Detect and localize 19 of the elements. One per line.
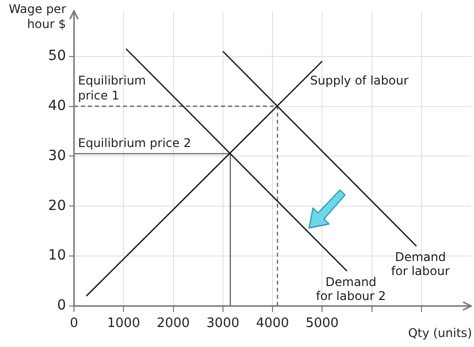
y-tick-label: 50 xyxy=(48,48,66,64)
y-tick-label: 30 xyxy=(48,148,66,164)
series-label: Demand for labour xyxy=(391,250,450,278)
y-tick-label: 0 xyxy=(57,298,66,314)
y-tick-label: 20 xyxy=(48,198,66,214)
x-tick-label: 2000 xyxy=(156,316,190,332)
y-axis-title: Wage per hour $ xyxy=(8,2,66,32)
x-tick-label: 4000 xyxy=(256,316,290,332)
x-tick-label: 0 xyxy=(70,316,78,332)
x-axis-title: Qty (units) xyxy=(408,326,472,340)
annotation: Equilibrium price 1 xyxy=(78,73,146,102)
y-tick-label: 10 xyxy=(48,248,66,264)
annotation: Equilibrium price 2 xyxy=(78,136,192,150)
x-tick-label: 1000 xyxy=(107,316,140,332)
x-tick-label: 5000 xyxy=(306,316,339,332)
y-tick-label: 40 xyxy=(48,98,66,114)
series-label: Supply of labour xyxy=(310,73,408,88)
series-label: Demand for labour 2 xyxy=(316,275,386,304)
x-tick-label: 3000 xyxy=(206,316,240,332)
